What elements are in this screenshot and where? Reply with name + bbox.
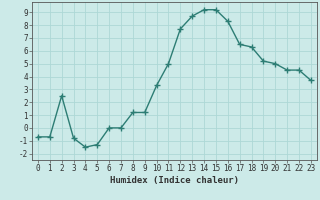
X-axis label: Humidex (Indice chaleur): Humidex (Indice chaleur) (110, 176, 239, 185)
